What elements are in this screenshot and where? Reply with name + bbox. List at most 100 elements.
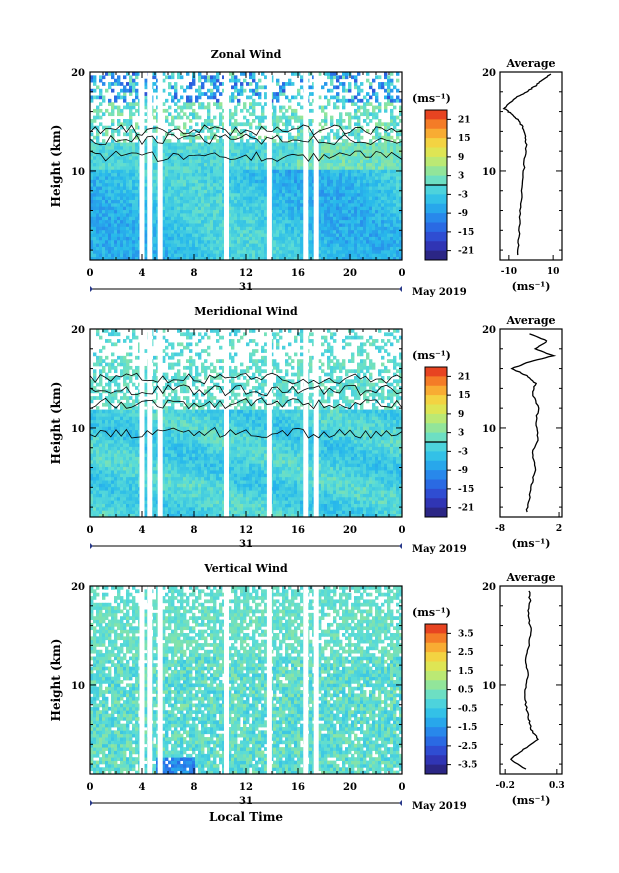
heatmap-cell xyxy=(276,179,280,184)
heatmap-cell xyxy=(333,249,337,254)
heatmap-cell xyxy=(99,503,103,508)
heatmap-cell xyxy=(246,256,250,261)
heatmap-cell xyxy=(192,246,196,251)
heatmap-cell xyxy=(126,142,130,147)
heatmap-cell xyxy=(117,132,121,137)
heatmap-cell xyxy=(300,166,304,170)
heatmap-cell xyxy=(111,112,115,117)
heatmap-cell xyxy=(327,189,331,194)
heatmap-cell xyxy=(213,166,217,170)
heatmap-cell xyxy=(261,159,265,164)
colorbar-tick-label: -21 xyxy=(458,247,474,257)
heatmap-cell xyxy=(342,216,346,221)
heatmap-cell xyxy=(123,229,127,234)
heatmap-cell xyxy=(339,226,343,231)
heatmap-cell xyxy=(114,78,118,83)
heatmap-cell xyxy=(228,119,232,123)
heatmap-cell xyxy=(342,219,346,224)
heatmap-cell xyxy=(90,98,94,103)
heatmap-cell xyxy=(165,159,169,164)
heatmap-cell xyxy=(180,169,184,174)
heatmap-cell xyxy=(327,233,331,237)
heatmap-cell xyxy=(369,189,373,194)
heatmap-cell xyxy=(324,216,328,221)
heatmap-cell xyxy=(390,78,394,83)
heatmap-cell xyxy=(237,152,241,157)
heatmap-cell xyxy=(96,382,100,387)
heatmap-cell xyxy=(375,199,379,204)
heatmap-cell xyxy=(93,135,97,140)
heatmap-cell xyxy=(99,162,103,167)
heatmap-cell xyxy=(213,179,217,184)
heatmap-cell xyxy=(177,236,181,241)
heatmap-cell xyxy=(228,78,232,83)
heatmap-cell xyxy=(336,249,340,254)
heatmap-cell xyxy=(93,362,97,367)
heatmap-cell xyxy=(330,213,334,217)
heatmap-cell xyxy=(123,239,127,244)
heatmap-cell xyxy=(114,159,118,164)
heatmap-cell xyxy=(135,75,139,80)
heatmap-cell xyxy=(93,439,97,444)
heatmap-cell xyxy=(135,88,139,93)
heatmap-cell xyxy=(276,95,280,100)
heatmap-cell xyxy=(114,162,118,167)
heatmap-cell xyxy=(396,149,400,153)
heatmap-cell xyxy=(216,249,220,254)
heatmap-cell xyxy=(264,223,268,227)
heatmap-cell xyxy=(105,209,109,214)
heatmap-cell xyxy=(153,139,157,143)
heatmap-cell xyxy=(129,145,133,150)
heatmap-cell xyxy=(117,256,121,261)
heatmap-cell xyxy=(96,510,100,515)
heatmap-cell xyxy=(210,155,214,160)
heatmap-cell xyxy=(153,216,157,221)
heatmap-cell xyxy=(123,209,127,214)
heatmap-cell xyxy=(318,233,322,237)
heatmap-cell xyxy=(186,142,190,147)
heatmap-cell xyxy=(342,223,346,227)
heatmap-cell xyxy=(351,149,355,153)
heatmap-cell xyxy=(135,206,139,211)
heatmap-cell xyxy=(102,166,106,170)
heatmap-cell xyxy=(285,82,289,86)
heatmap-cell xyxy=(120,182,124,187)
heatmap-cell xyxy=(117,229,121,234)
heatmap-cell xyxy=(375,186,379,190)
heatmap-cell xyxy=(117,219,121,224)
heatmap-cell xyxy=(246,169,250,174)
heatmap-cell xyxy=(381,189,385,194)
heatmap-cell xyxy=(381,145,385,150)
heatmap-cell xyxy=(273,182,277,187)
heatmap-cell xyxy=(228,202,232,207)
heatmap-cell xyxy=(378,105,382,110)
heatmap-cell xyxy=(240,182,244,187)
heatmap-cell xyxy=(180,229,184,234)
heatmap-cell xyxy=(210,239,214,244)
heatmap-cell xyxy=(210,233,214,237)
heatmap-cell xyxy=(186,152,190,157)
heatmap-cell xyxy=(363,105,367,110)
heatmap-cell xyxy=(342,125,346,130)
heatmap-cell xyxy=(360,112,364,117)
heatmap-cell xyxy=(213,202,217,207)
heatmap-cell xyxy=(390,179,394,184)
heatmap-cell xyxy=(384,162,388,167)
heatmap-cell xyxy=(375,135,379,140)
heatmap-cell xyxy=(120,192,124,197)
heatmap-cell xyxy=(321,206,325,211)
heatmap-cell xyxy=(243,199,247,204)
heatmap-cell xyxy=(126,119,130,123)
heatmap-cell xyxy=(357,189,361,194)
heatmap-cell xyxy=(330,162,334,167)
heatmap-cell xyxy=(189,226,193,231)
heatmap-cell xyxy=(96,496,100,501)
heatmap-cell xyxy=(285,155,289,160)
heatmap-cell xyxy=(309,166,313,170)
heatmap-cell xyxy=(300,125,304,130)
heatmap-cell xyxy=(99,102,103,106)
heatmap-cell xyxy=(234,159,238,164)
heatmap-cell xyxy=(285,226,289,231)
heatmap-cell xyxy=(228,219,232,224)
heatmap-cell xyxy=(291,223,295,227)
